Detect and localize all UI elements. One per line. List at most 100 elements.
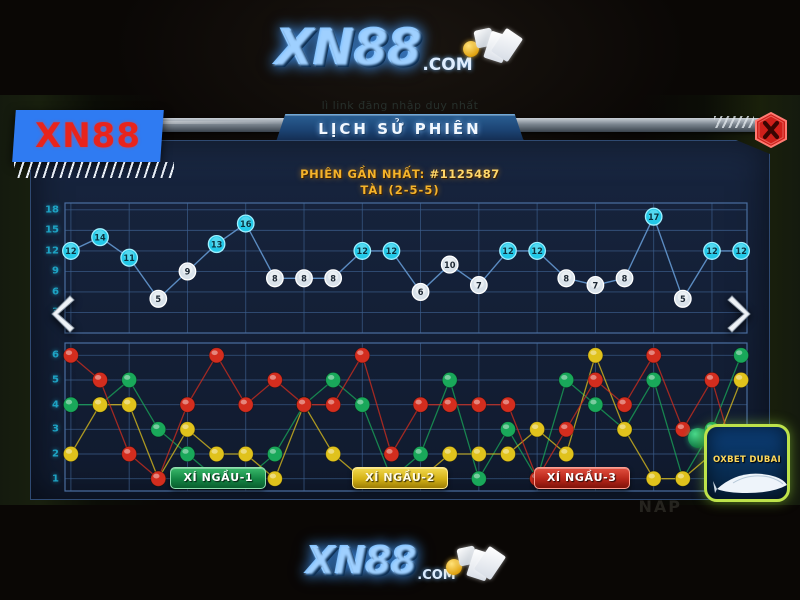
dice-point-marker[interactable] <box>588 348 603 363</box>
total-point-marker[interactable]: 12 <box>63 242 80 259</box>
total-point-marker[interactable]: 5 <box>150 290 167 307</box>
dice-point-marker[interactable] <box>471 471 486 486</box>
dice-point-marker[interactable] <box>501 422 516 437</box>
dice-point-marker[interactable] <box>151 422 166 437</box>
dice-point-marker[interactable] <box>675 471 690 486</box>
total-point-marker[interactable]: 11 <box>121 249 138 266</box>
dice-point-marker[interactable] <box>63 348 78 363</box>
dice-point-marker[interactable] <box>559 372 574 387</box>
dice-point-marker[interactable] <box>267 446 282 461</box>
dice-point-marker[interactable] <box>442 397 457 412</box>
dice-chart-y-tick: 3 <box>52 423 59 435</box>
dice-point-marker[interactable] <box>151 471 166 486</box>
dice-point-marker[interactable] <box>734 372 749 387</box>
next-page-arrow[interactable] <box>726 294 754 334</box>
legend-item-die1[interactable]: XÍ NGẦU-1 <box>170 467 266 489</box>
dice-point-marker[interactable] <box>559 446 574 461</box>
dice-point-marker[interactable] <box>501 446 516 461</box>
panel-body: PHIÊN GẦN NHẤT: #1125487 TÀI (2-5-5) 12 1… <box>30 140 770 500</box>
dice-point-marker[interactable] <box>355 348 370 363</box>
dice-point-marker[interactable] <box>588 372 603 387</box>
legend-item-die3[interactable]: XÍ NGẦU-3 <box>534 467 630 489</box>
dice-point-marker[interactable] <box>617 422 632 437</box>
dice-point-marker[interactable] <box>122 397 137 412</box>
dice-point-marker[interactable] <box>471 446 486 461</box>
dice-point-marker[interactable] <box>442 372 457 387</box>
total-point-marker[interactable]: 8 <box>558 270 575 287</box>
dice-point-marker[interactable] <box>180 397 195 412</box>
dice-point-marker[interactable] <box>734 348 749 363</box>
total-chart-y-tick: 18 <box>45 204 59 216</box>
dice-point-marker[interactable] <box>617 397 632 412</box>
dice-point-marker[interactable] <box>209 348 224 363</box>
dice-point-marker[interactable] <box>413 397 428 412</box>
legend-item-die2[interactable]: XÍ NGẦU-2 <box>352 467 448 489</box>
brand-logo-top: XN88 .COM <box>0 18 800 78</box>
dice-point-marker[interactable] <box>471 397 486 412</box>
dice-point-marker[interactable] <box>238 446 253 461</box>
total-point-marker[interactable]: 9 <box>179 263 196 280</box>
total-point-marker[interactable]: 12 <box>500 242 517 259</box>
dice-point-marker[interactable] <box>63 446 78 461</box>
total-point-marker[interactable]: 12 <box>383 242 400 259</box>
total-point-marker[interactable]: 10 <box>441 256 458 273</box>
prev-page-arrow[interactable] <box>48 294 76 334</box>
dice-point-marker[interactable] <box>238 397 253 412</box>
dice-point-marker[interactable] <box>646 471 661 486</box>
dice-point-marker[interactable] <box>530 422 545 437</box>
dice-point-marker[interactable] <box>326 372 341 387</box>
dice-point-marker[interactable] <box>267 471 282 486</box>
svg-text:6: 6 <box>418 287 424 297</box>
total-point-marker[interactable]: 12 <box>354 242 371 259</box>
dice-point-marker[interactable] <box>180 446 195 461</box>
close-button[interactable] <box>754 111 788 149</box>
total-point-marker[interactable]: 12 <box>704 242 721 259</box>
dice-point-marker[interactable] <box>704 372 719 387</box>
total-point-marker[interactable]: 8 <box>325 270 342 287</box>
dice-point-marker[interactable] <box>93 397 108 412</box>
total-point-marker[interactable]: 7 <box>587 277 604 294</box>
dice-point-marker[interactable] <box>122 372 137 387</box>
dice-point-marker[interactable] <box>384 446 399 461</box>
total-point-marker[interactable]: 7 <box>471 277 488 294</box>
dice-point-marker[interactable] <box>559 422 574 437</box>
total-point-marker[interactable]: 12 <box>733 242 750 259</box>
dice-point-marker[interactable] <box>209 446 224 461</box>
dice-chart-y-tick: 2 <box>52 448 59 460</box>
dice-point-marker[interactable] <box>413 446 428 461</box>
brand-name-bottom: XN88 <box>306 539 417 583</box>
dice-point-marker[interactable] <box>326 397 341 412</box>
total-point-marker[interactable]: 13 <box>208 236 225 253</box>
svg-text:13: 13 <box>211 239 223 249</box>
total-point-marker[interactable]: 5 <box>675 290 692 307</box>
dice-point-marker[interactable] <box>588 397 603 412</box>
page-title: LỊCH SỬ PHIÊN <box>318 120 482 138</box>
dice-point-marker[interactable] <box>93 372 108 387</box>
dice-point-marker[interactable] <box>501 397 516 412</box>
session-id: #1125487 <box>429 167 500 181</box>
dice-point-marker[interactable] <box>355 397 370 412</box>
dice-point-marker[interactable] <box>63 397 78 412</box>
dice-point-marker[interactable] <box>326 446 341 461</box>
coin-icon-bottom <box>445 559 462 575</box>
dice-point-marker[interactable] <box>267 372 282 387</box>
total-point-marker[interactable]: 8 <box>267 270 284 287</box>
total-point-marker[interactable]: 16 <box>237 215 254 232</box>
promo-widget-oxbet[interactable]: OXBET DUBAI <box>704 424 790 502</box>
dice-point-marker[interactable] <box>675 422 690 437</box>
total-point-marker[interactable]: 6 <box>412 284 429 301</box>
total-point-marker[interactable]: 12 <box>529 242 546 259</box>
svg-text:12: 12 <box>502 246 514 256</box>
dice-point-marker[interactable] <box>297 397 312 412</box>
total-score-chart[interactable]: 12 14 11 5 9 13 16 8 8 8 12 12 6 10 7 12 12 8 7 8 17 5 12 12 18… <box>65 203 747 333</box>
total-point-marker[interactable]: 14 <box>92 229 109 246</box>
total-point-marker[interactable]: 17 <box>645 208 662 225</box>
dice-point-marker[interactable] <box>442 446 457 461</box>
coin-icon <box>462 41 479 57</box>
total-point-marker[interactable]: 8 <box>296 270 313 287</box>
dice-point-marker[interactable] <box>646 372 661 387</box>
dice-point-marker[interactable] <box>122 446 137 461</box>
dice-point-marker[interactable] <box>180 422 195 437</box>
dice-point-marker[interactable] <box>646 348 661 363</box>
total-point-marker[interactable]: 8 <box>616 270 633 287</box>
